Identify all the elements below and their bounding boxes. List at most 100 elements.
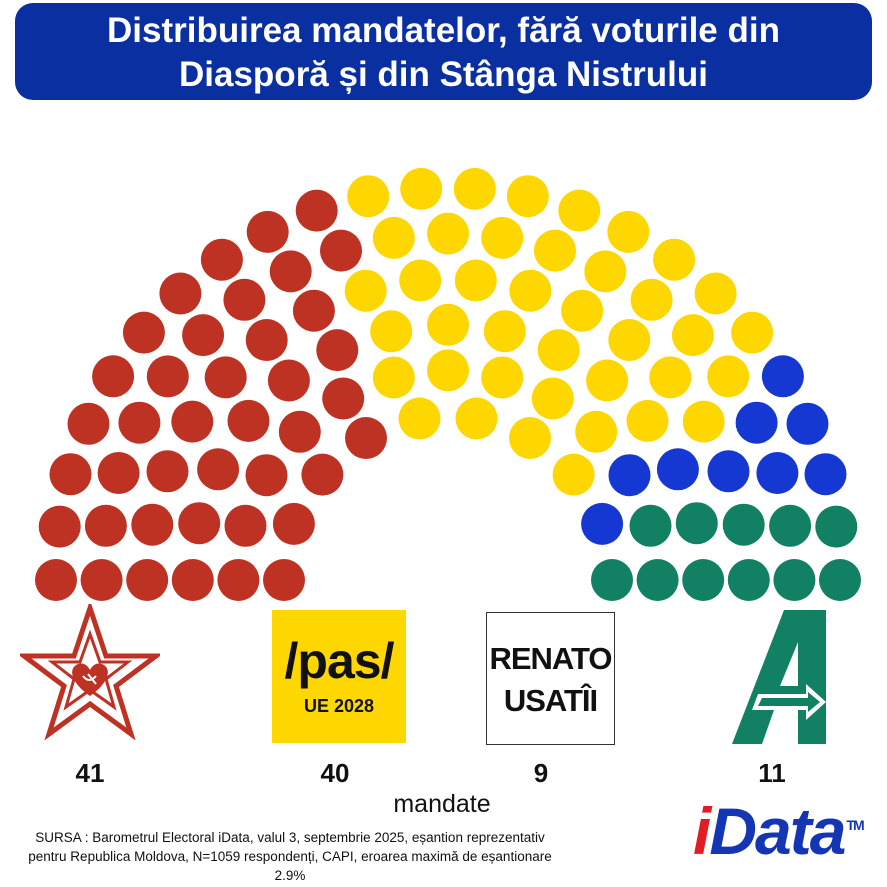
seat-alternativa-4 [769,504,812,547]
seat-red-star-39 [316,329,359,372]
seat-pas-ue-2028-1 [344,269,387,312]
seat-pas-ue-2028-2 [372,356,415,399]
idata-logo-i: i [693,794,711,868]
seat-pas-ue-2028-8 [400,167,443,210]
seat-pas-ue-2028-25 [607,210,650,253]
seat-alternativa-9 [727,559,770,601]
seat-red-star-35 [322,377,365,420]
title-line-2: Diasporă și din Stânga Nistrului [179,55,708,94]
seat-pas-ue-2028-9 [427,349,469,392]
renato-usatii-logo: RENATO USATÎI [486,612,615,745]
seat-pas-ue-2028-4 [347,175,390,218]
seat-pas-ue-2028-29 [630,278,673,321]
seat-red-star-14 [272,502,315,545]
seat-pas-ue-2028-24 [584,250,627,293]
seat-alternativa-3 [722,503,765,546]
seat-red-star-20 [92,355,135,398]
seat-pas-ue-2028-21 [558,189,601,232]
seat-pas-ue-2028-38 [626,399,669,442]
seat-pas-ue-2028-15 [455,397,498,440]
seat-red-star-31 [245,319,288,361]
pas-logo-text: /pas/ [284,633,395,689]
seat-pas-ue-2028-18 [481,356,524,399]
unit-label: mandate [393,790,491,818]
seat-red-star-36 [246,210,289,253]
seat-pas-ue-2028-16 [506,175,549,218]
seat-pas-ue-2028-11 [427,212,469,255]
pas-ue-2028-logo: /pas/ UE 2028 [272,610,406,743]
seat-red-star-38 [292,289,335,332]
seat-red-star-32 [223,278,266,321]
idata-logo-rest: Data [709,794,846,868]
seat-red-star-34 [345,417,387,459]
seat-red-star-16 [67,402,110,445]
seat-pas-ue-2028-12 [453,167,496,210]
seat-red-star-27 [278,410,321,453]
seat-red-star-18 [118,401,161,444]
seat-red-star-12 [49,453,92,496]
seat-pas-ue-2028-35 [649,356,692,399]
seat-pas-ue-2028-33 [575,410,618,453]
seat-alternativa-2 [675,502,718,545]
seat-red-star-37 [269,250,312,293]
seat-pas-ue-2028-10 [427,303,469,346]
seat-red-star-6 [35,559,77,601]
seat-renato-usatii-2 [608,454,651,497]
seat-pas-ue-2028-26 [509,417,551,459]
seat-red-star-40 [295,189,338,232]
seat-red-star-3 [171,559,214,601]
seat-renato-usatii-9 [804,453,847,496]
seat-renato-usatii-8 [756,452,799,494]
seat-count-renato: 9 [533,758,549,788]
seat-red-star-30 [267,359,310,402]
seat-pas-ue-2028-31 [586,359,629,402]
idata-logo-tm: TM [846,817,864,833]
seat-pas-ue-2028-28 [653,238,696,281]
seat-red-star-25 [301,453,344,496]
seat-red-star-26 [204,356,247,399]
seat-alternativa-11 [819,559,861,601]
seat-pas-ue-2028-6 [372,216,415,259]
seat-pas-ue-2028-39 [707,355,750,398]
seat-pas-ue-2028-13 [454,259,497,302]
seat-red-star-9 [131,503,174,546]
renato-logo-line-2: USATÎI [503,683,598,718]
seat-red-star-17 [197,448,240,491]
pas-logo-subtext: UE 2028 [303,696,375,716]
seat-alternativa-7 [636,559,679,601]
seat-pas-ue-2028-17 [483,310,526,353]
seat-pas-ue-2028-30 [608,319,651,361]
seat-count-alternativa: 11 [758,758,786,788]
seat-pas-ue-2028-36 [552,453,595,496]
seat-pas-ue-2028-5 [398,397,441,440]
seat-renato-usatii-1 [761,355,804,398]
seat-red-star-28 [182,314,225,357]
seat-renato-usatii-7 [581,502,624,545]
seat-pas-ue-2028-20 [534,229,576,272]
seat-red-star-23 [227,399,270,442]
seat-red-star-24 [122,311,165,354]
seat-red-star-19 [245,454,288,497]
seat-pas-ue-2028-34 [671,314,714,357]
seat-alternativa-5 [815,505,858,548]
title-banner: Distribuirea mandatelor, fără voturile d… [15,3,872,100]
seat-red-star-2 [217,559,260,601]
title-line-1: Distribuirea mandatelor, fără voturile d… [107,11,780,50]
seat-red-star-15 [146,450,189,493]
renato-logo-line-1: RENATO [489,641,612,676]
seat-pas-ue-2028-23 [561,289,604,332]
seat-red-star-10 [178,502,221,545]
seat-pas-ue-2028-40 [682,400,725,443]
seat-red-star-11 [224,504,267,547]
seat-alternativa-8 [682,559,725,601]
seat-red-star-1 [263,559,305,601]
seat-pas-ue-2028-19 [509,269,552,312]
seat-red-star-41 [320,229,362,272]
seat-red-star-5 [80,559,123,601]
seat-pas-ue-2028-32 [694,272,737,315]
source-note: SURSA : Barometrul Electoral iData, valu… [28,830,552,883]
seat-renato-usatii-6 [707,450,750,493]
seat-pas-ue-2028-3 [370,310,413,353]
seat-red-star-13 [97,452,140,494]
alternativa-logo [732,610,826,744]
